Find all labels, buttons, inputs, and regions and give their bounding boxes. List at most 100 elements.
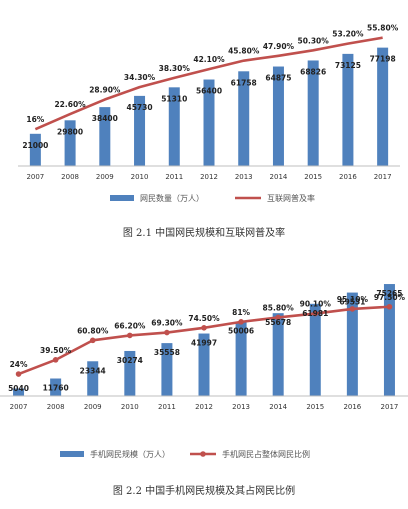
x-tick-label: 2011 — [165, 173, 183, 181]
bar-data-label: 35558 — [154, 348, 180, 357]
bar-2016 — [346, 292, 358, 396]
line-data-label: 34.30% — [124, 73, 156, 82]
x-tick-label: 2007 — [26, 173, 44, 181]
x-tick-label: 2017 — [374, 173, 392, 181]
line-data-label: 74.50% — [188, 314, 220, 323]
bar-2015 — [307, 60, 319, 167]
legend-line-label: 互联网普及率 — [267, 193, 315, 203]
line-data-label: 66.20% — [114, 321, 146, 330]
bar-2013 — [235, 321, 247, 396]
figure-caption-2: 图 2.2 中国手机网民规模及其占网民比例 — [112, 486, 296, 497]
bar-data-label: 30274 — [117, 356, 143, 365]
line-data-label: 45.80% — [228, 47, 260, 56]
x-tick-label: 2012 — [195, 403, 213, 411]
x-tick-label: 2009 — [84, 403, 102, 411]
x-tick-label: 2010 — [121, 403, 139, 411]
x-tick-label: 2016 — [339, 173, 357, 181]
line-point-2009 — [89, 337, 96, 344]
x-tick-label: 2013 — [232, 403, 250, 411]
bar-data-label: 11760 — [43, 384, 69, 393]
line-data-label: 95.10% — [337, 295, 369, 304]
bar-data-label: 51310 — [161, 94, 187, 103]
bar-2010 — [134, 95, 146, 166]
bar-data-label: 68826 — [300, 67, 326, 76]
bar-2008 — [50, 378, 62, 396]
legend-bar-label: 手机网民规模（万人） — [90, 449, 170, 459]
bar-2007 — [29, 133, 41, 166]
bar-data-label: 73125 — [335, 61, 361, 70]
bar-data-label: 69531 — [339, 298, 365, 307]
x-tick-label: 2011 — [158, 403, 176, 411]
bar-data-label: 41997 — [191, 339, 217, 348]
bar-2015 — [309, 303, 321, 396]
line-point-2016 — [349, 306, 356, 312]
bar-2017 — [383, 284, 395, 396]
bar-2008 — [64, 120, 76, 166]
mobile-users-chart-svg: 2007 2008 2009 2010 2011 2012 2013 2014 2015 2016… — [0, 284, 408, 459]
bar-data-label: 45730 — [126, 103, 152, 112]
line-point-2014 — [275, 314, 281, 321]
line-data-label: 38.30% — [159, 64, 191, 73]
bar-data-label: 55678 — [265, 318, 291, 327]
line-data-label: 85.80% — [263, 303, 295, 312]
line-data-label: 55.80% — [367, 24, 399, 33]
line-point-2015 — [312, 310, 319, 317]
x-tick-label: 2016 — [343, 403, 361, 411]
x-tick-label: 2010 — [131, 173, 149, 181]
internet-users-chart-svg: 2007 2008 2009 2010 2011 2012 2013 2014 2015 2016… — [18, 24, 400, 203]
line-data-label: 69.30% — [151, 319, 183, 328]
internet-users-chart: 2007 2008 2009 2010 2011 2012 2013 2014 2015 2016… — [0, 0, 408, 215]
bar-data-label: 21000 — [22, 141, 48, 150]
x-tick-label: 2008 — [47, 403, 65, 411]
x-tick-label: 2007 — [10, 403, 28, 411]
legend-bar-swatch — [60, 451, 84, 457]
mobile-users-chart: 2007 2008 2009 2010 2011 2012 2013 2014 2015 2016… — [0, 262, 408, 462]
bar-data-label: 5040 — [8, 384, 29, 393]
bar-2009 — [87, 361, 99, 396]
figure-caption-1: 图 2.1 中国网民规模和互联网普及率 — [122, 228, 286, 239]
x-tick-label: 2012 — [200, 173, 218, 181]
bar-2011 — [161, 343, 173, 396]
bar-data-label: 23344 — [80, 366, 106, 375]
line-data-label: 42.10% — [193, 55, 225, 64]
bar-2007 — [13, 388, 25, 396]
bar-2014 — [272, 313, 284, 396]
bar-data-label: 50006 — [228, 327, 254, 336]
line-series-penetration — [34, 36, 383, 131]
x-tick-label: 2015 — [306, 403, 324, 411]
bar-2012 — [198, 333, 210, 396]
line-data-label: 60.80% — [77, 326, 109, 335]
x-tick-label: 2008 — [61, 173, 79, 181]
bar-2013 — [238, 71, 250, 166]
line-data-label: 28.90% — [89, 86, 121, 95]
line-data-label: 81% — [232, 308, 250, 317]
line-point-2012 — [201, 325, 207, 331]
legend-line-label: 手机网民占整体网民比例 — [222, 449, 310, 459]
x-tick-label: 2015 — [304, 173, 322, 181]
x-tick-label: 2017 — [381, 403, 399, 411]
legend-line-marker — [200, 451, 206, 457]
bar-2012 — [203, 79, 215, 166]
line-data-label: 97.50% — [374, 293, 406, 302]
line-data-label: 39.50% — [40, 346, 72, 355]
line-point-2011 — [164, 329, 170, 336]
line-data-label: 53.20% — [332, 30, 364, 39]
bar-data-label: 61981 — [302, 309, 328, 318]
line-point-2007 — [15, 371, 22, 377]
bar-data-label: 64875 — [265, 74, 291, 83]
line-data-label: 90.10% — [300, 300, 332, 309]
bar-data-label: 77198 — [370, 55, 396, 64]
line-point-2008 — [52, 357, 59, 363]
bar-2011 — [168, 87, 180, 166]
bar-data-label: 56400 — [196, 87, 222, 96]
line-data-label: 50.30% — [298, 36, 330, 45]
bar-data-label: 61758 — [231, 78, 257, 87]
line-data-label: 47.90% — [263, 42, 295, 51]
x-tick-label: 2013 — [235, 173, 253, 181]
bar-data-label: 38400 — [92, 114, 118, 123]
bar-2014 — [272, 66, 284, 166]
line-data-label: 24% — [10, 360, 28, 369]
x-tick-label: 2014 — [270, 173, 288, 181]
bar-2010 — [124, 350, 136, 396]
line-point-2017 — [386, 303, 393, 310]
